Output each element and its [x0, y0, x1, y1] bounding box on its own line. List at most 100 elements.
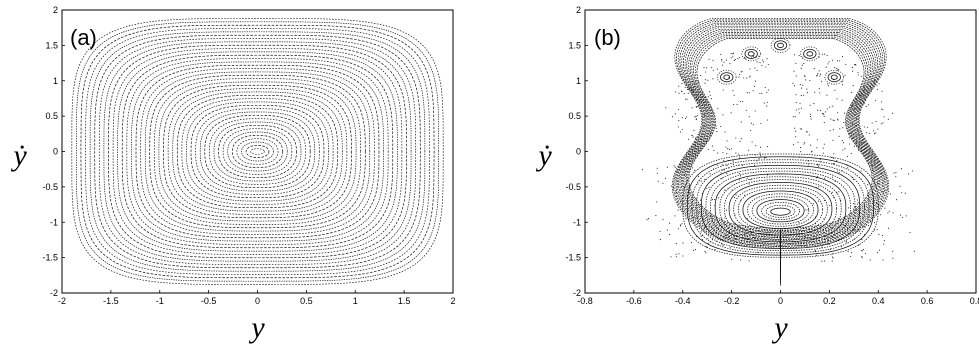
panel-b-chaos-point	[748, 116, 750, 118]
panel-b-chaos-point	[700, 235, 702, 237]
panel-a-orbit	[209, 118, 306, 185]
panel-a-ytick-label: 2	[53, 5, 58, 15]
panel-b-chaos-point	[692, 90, 694, 92]
panel-b-chaos-point	[873, 229, 875, 231]
panel-b-chaos-point	[866, 126, 868, 128]
panel-b-chaos-point	[724, 217, 726, 219]
panel-b-small-island	[720, 72, 734, 83]
panel-b-chaos-point	[857, 71, 859, 73]
panel-b-chaos-point	[803, 62, 805, 64]
panel-b-chaos-point	[793, 85, 795, 87]
panel-b-small-island	[777, 42, 784, 48]
panel-b-chaos-point	[721, 60, 723, 62]
panel-b-xtick-label: 0.2	[823, 296, 836, 306]
panel-b-chaos-point	[669, 222, 671, 224]
panel-b-chaos-point	[740, 138, 742, 140]
panel-b-chaos-point	[734, 223, 736, 225]
panel-b-island-orbit	[719, 176, 842, 240]
panel-b-chaos-point	[839, 60, 841, 62]
panel-b-chaos-point	[655, 215, 657, 217]
panel-b-chaos-point	[867, 104, 869, 106]
panel-b-chaos-point	[859, 230, 861, 232]
panel-b-chaos-point	[818, 56, 820, 58]
panel-b-chaos-point	[817, 164, 819, 166]
panel-b-chaos-point	[697, 211, 699, 213]
panel-b-chaos-point	[713, 215, 715, 217]
panel-b-chaos-point	[837, 112, 839, 114]
panel-b-chaos-point	[674, 166, 676, 168]
panel-b-chaos-point	[747, 237, 749, 239]
panel-b-chaos-point	[752, 55, 754, 57]
panel-b-chaos-point	[706, 67, 708, 69]
panel-a-orbit	[181, 98, 334, 205]
panel-b-chaos-point	[687, 138, 690, 140]
panel-b-chaos-point	[731, 189, 733, 191]
panel-b-chaos-point	[832, 139, 834, 141]
panel-b-xtick-label: 0	[778, 296, 783, 306]
panel-b-chaos-point	[855, 124, 857, 126]
panel-b-chaos-point	[857, 146, 859, 148]
panel-b-island-orbit	[710, 170, 851, 245]
panel-b-chaos-point	[681, 223, 683, 225]
panel-b-island-orbit	[728, 182, 833, 236]
panel-b-chaos-point	[817, 109, 819, 111]
panel-a-ytick-label: -0.5	[42, 182, 58, 192]
panel-b-ytick-label: 1	[576, 76, 581, 86]
panel-b-chaos-point	[686, 98, 688, 100]
panel-b-chaos-point	[850, 91, 852, 94]
panel-b-chaos-point	[892, 212, 894, 214]
panel-b-chaos-point	[895, 172, 897, 174]
panel-b-chaos-point	[795, 102, 797, 104]
panel-b-chaos-point	[851, 123, 853, 125]
panel-b-chaos-point	[690, 242, 693, 244]
panel-b-island-orbit	[761, 202, 800, 220]
panel-b-chaos-point	[683, 174, 685, 176]
panel-b-chaos-point	[726, 165, 728, 167]
panel-b-chaos-point	[733, 94, 735, 96]
panel-b-chaos-point	[847, 167, 849, 169]
panel-b-chaos-point	[812, 230, 814, 232]
panel-b-chaos-point	[806, 88, 808, 90]
panel-b-chaos-point	[717, 244, 719, 246]
panel-b-chaos-point	[730, 53, 732, 55]
panel-a-orbit	[186, 101, 329, 202]
panel-b-chaos-point	[714, 205, 716, 207]
panel-b-chaos-point	[878, 83, 880, 85]
panel-b-chaos-point	[824, 53, 826, 55]
panel-b-chaos-point	[670, 185, 673, 187]
panel-b-chaos-point	[881, 235, 883, 237]
panel-b-island-orbit	[770, 207, 791, 216]
panel-b-chaos-point	[707, 242, 709, 244]
panel-b-ytick-label: -1.5	[565, 253, 581, 263]
panel-b-chaos-point	[691, 200, 693, 203]
panel-b-chaos-point	[801, 128, 803, 130]
panel-b-chaos-point	[853, 238, 855, 240]
panel-b-chaos-point	[674, 113, 676, 115]
panel-b-chaos-point	[683, 93, 685, 95]
panel-b-chaos-point	[830, 157, 832, 159]
panel-b-chaos-point	[869, 76, 872, 78]
panel-b-chaos-point	[739, 158, 741, 160]
panel-a-orbit	[195, 108, 320, 195]
panel-b-chaos-point	[857, 217, 860, 219]
panel-b-chaos-point	[752, 90, 754, 92]
panel-b-chaos-point	[872, 186, 874, 188]
panel-b-chaos-point	[794, 127, 796, 129]
panel-b-chaos-point	[817, 176, 819, 178]
panel-b-chaos-point	[753, 164, 756, 166]
panel-b-small-island	[770, 37, 791, 53]
panel-b-chaos-point	[841, 169, 843, 171]
panel-b-chaos-point	[714, 219, 716, 221]
panel-b-ytick-label: -1	[573, 217, 581, 227]
panel-b-chaos-point	[760, 122, 762, 125]
panel-b-chaos-point	[678, 92, 680, 94]
panel-b-chaos-point	[834, 89, 836, 91]
panel-b-chaos-point	[880, 123, 882, 125]
panel-b-chaos-point	[844, 74, 846, 76]
panel-b-island-orbit	[756, 199, 805, 223]
panel-b-chaos-point	[830, 118, 832, 120]
panel-b-chaos-point	[804, 236, 806, 238]
panel-b-chaos-point	[735, 238, 737, 240]
panel-b-chaos-point	[733, 52, 735, 54]
panel-b-chaos-point	[848, 143, 851, 145]
